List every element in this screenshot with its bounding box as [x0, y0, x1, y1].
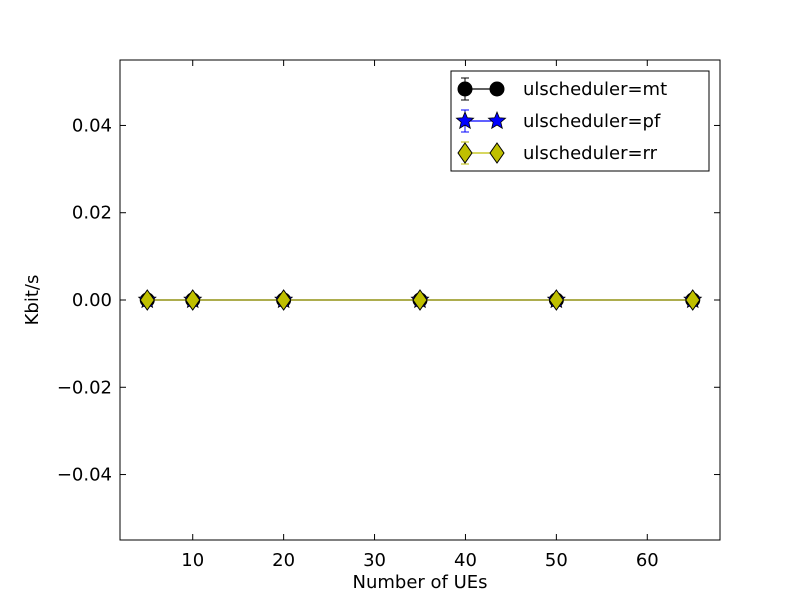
data-point-diamond [276, 289, 292, 311]
x-tick-label: 20 [272, 550, 295, 571]
legend-marker-circle [457, 81, 473, 97]
legend-marker-star [487, 110, 507, 130]
legend-marker-circle [489, 81, 505, 97]
data-point-diamond [548, 289, 564, 311]
legend-label: ulscheduler=pf [523, 111, 661, 132]
y-axis: −0.04 −0.02 0.00 0.02 0.04 [57, 115, 720, 486]
data-point-diamond [412, 289, 428, 311]
x-axis-label: Number of UEs [352, 572, 487, 593]
series-layer [137, 289, 703, 311]
y-tick-label: 0.04 [72, 115, 112, 136]
x-tick-label: 10 [181, 550, 204, 571]
y-tick-label: −0.02 [57, 377, 112, 398]
x-tick-label: 40 [454, 550, 477, 571]
legend-label: ulscheduler=rr [523, 143, 658, 164]
x-tick-label: 50 [545, 550, 568, 571]
y-tick-label: 0.02 [72, 203, 112, 224]
data-point-diamond [139, 289, 155, 311]
legend: ulscheduler=mt ulscheduler=pf ulscheduler=… [450, 70, 710, 172]
legend-marker-star [455, 110, 475, 130]
legend-label: ulscheduler=mt [523, 79, 667, 100]
y-axis-label: Kbit/s [22, 275, 43, 326]
data-point-diamond [685, 289, 701, 311]
x-axis: 10 20 30 40 50 60 [181, 60, 659, 571]
y-tick-label: −0.04 [57, 465, 112, 486]
data-point-diamond [185, 289, 201, 311]
legend-marker-diamond [457, 142, 473, 164]
x-tick-label: 60 [636, 550, 659, 571]
y-tick-label: 0.00 [72, 290, 112, 311]
x-tick-label: 30 [363, 550, 386, 571]
legend-marker-diamond [489, 142, 505, 164]
